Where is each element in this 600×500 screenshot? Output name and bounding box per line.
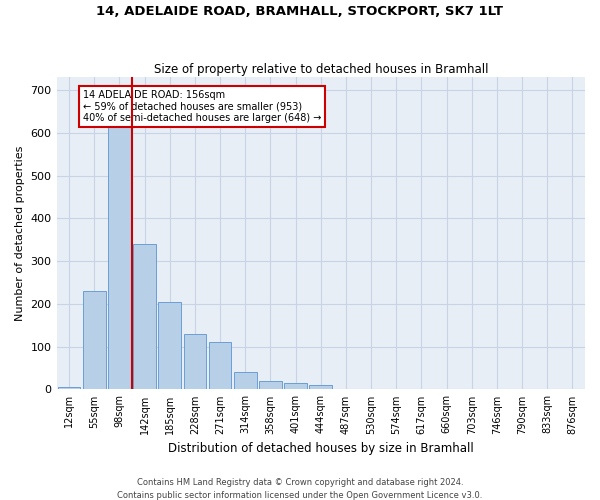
- Bar: [184, 334, 206, 390]
- Y-axis label: Number of detached properties: Number of detached properties: [15, 146, 25, 321]
- Bar: [133, 244, 156, 390]
- Bar: [108, 112, 131, 390]
- Text: Contains HM Land Registry data © Crown copyright and database right 2024.
Contai: Contains HM Land Registry data © Crown c…: [118, 478, 482, 500]
- Title: Size of property relative to detached houses in Bramhall: Size of property relative to detached ho…: [154, 63, 488, 76]
- Text: 14, ADELAIDE ROAD, BRAMHALL, STOCKPORT, SK7 1LT: 14, ADELAIDE ROAD, BRAMHALL, STOCKPORT, …: [97, 5, 503, 18]
- Bar: [234, 372, 257, 390]
- Text: 14 ADELAIDE ROAD: 156sqm
← 59% of detached houses are smaller (953)
40% of semi-: 14 ADELAIDE ROAD: 156sqm ← 59% of detach…: [83, 90, 322, 123]
- Bar: [158, 302, 181, 390]
- Bar: [83, 291, 106, 390]
- Bar: [259, 381, 282, 390]
- Bar: [284, 383, 307, 390]
- X-axis label: Distribution of detached houses by size in Bramhall: Distribution of detached houses by size …: [168, 442, 473, 455]
- Bar: [209, 342, 232, 390]
- Bar: [58, 388, 80, 390]
- Bar: [310, 385, 332, 390]
